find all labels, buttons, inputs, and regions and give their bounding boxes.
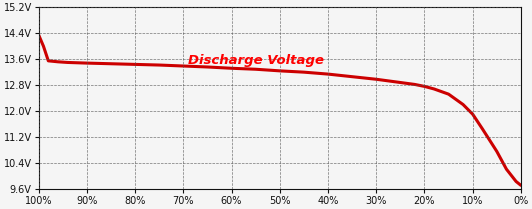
Text: Discharge Voltage: Discharge Voltage (188, 54, 323, 67)
